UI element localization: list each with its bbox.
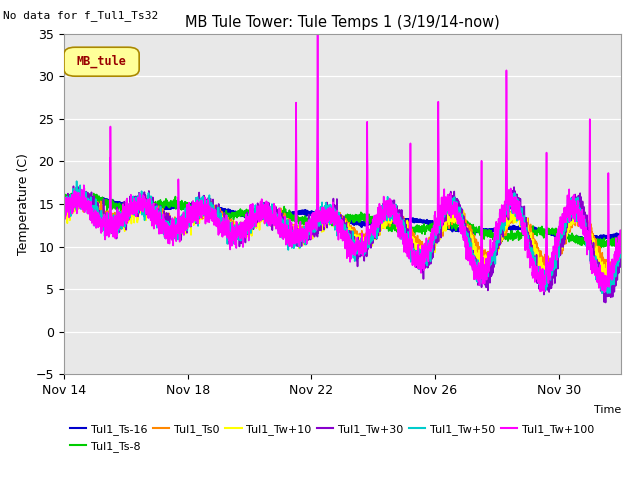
Tul1_Ts0 (157, 209, 164, 215)
Tul1_Ts0 (606, 259, 614, 265)
Tul1_Tw+100 (600, 289, 608, 295)
Tul1_Tw+100 (157, 224, 164, 230)
Text: Time: Time (593, 405, 621, 415)
Tul1_Tw+50 (606, 275, 614, 281)
Tul1_Ts-8 (124, 207, 132, 213)
Line: Tul1_Tw+10: Tul1_Tw+10 (64, 193, 621, 285)
Tul1_Ts0 (617, 256, 625, 262)
Tul1_Tw+100 (314, 30, 321, 36)
Line: Tul1_Tw+100: Tul1_Tw+100 (64, 33, 621, 292)
Tul1_Tw+10 (157, 221, 164, 227)
Tul1_Tw+50 (157, 221, 164, 227)
Tul1_Tw+100 (124, 215, 131, 220)
Tul1_Tw+10 (546, 276, 554, 281)
Tul1_Ts0 (60, 206, 68, 212)
FancyBboxPatch shape (64, 47, 139, 76)
Tul1_Ts0 (274, 217, 282, 223)
Tul1_Ts-16 (157, 208, 164, 214)
Tul1_Tw+50 (73, 179, 81, 184)
Tul1_Ts0 (546, 261, 554, 267)
Tul1_Ts-8 (71, 189, 79, 195)
Tul1_Ts0 (606, 273, 614, 278)
Tul1_Ts-16 (77, 193, 84, 199)
Tul1_Ts-8 (60, 194, 68, 200)
Tul1_Tw+30 (617, 264, 625, 270)
Line: Tul1_Tw+30: Tul1_Tw+30 (64, 186, 621, 302)
Tul1_Tw+30 (606, 284, 614, 290)
Text: MB_tule: MB_tule (77, 55, 127, 68)
Tul1_Tw+10 (604, 282, 611, 288)
Tul1_Tw+10 (60, 200, 68, 206)
Tul1_Tw+30 (70, 183, 77, 189)
Tul1_Tw+10 (82, 191, 90, 196)
Tul1_Ts-8 (617, 237, 625, 242)
Tul1_Tw+50 (617, 247, 625, 252)
Tul1_Ts-8 (274, 211, 282, 216)
Tul1_Tw+50 (274, 224, 282, 229)
Tul1_Ts0 (81, 190, 89, 195)
Tul1_Tw+30 (274, 216, 282, 222)
Tul1_Ts-8 (546, 230, 554, 236)
Tul1_Tw+30 (298, 231, 306, 237)
Tul1_Tw+100 (60, 216, 68, 222)
Tul1_Tw+10 (274, 221, 282, 227)
Title: MB Tule Tower: Tule Temps 1 (3/19/14-now): MB Tule Tower: Tule Temps 1 (3/19/14-now… (185, 15, 500, 30)
Tul1_Ts-8 (589, 246, 596, 252)
Tul1_Ts-16 (579, 238, 586, 244)
Line: Tul1_Ts-8: Tul1_Ts-8 (64, 192, 621, 249)
Y-axis label: Temperature (C): Temperature (C) (17, 153, 30, 255)
Line: Tul1_Ts-16: Tul1_Ts-16 (64, 196, 621, 241)
Tul1_Tw+50 (598, 290, 606, 296)
Tul1_Tw+50 (298, 234, 306, 240)
Tul1_Tw+10 (617, 259, 625, 264)
Tul1_Ts-16 (617, 231, 625, 237)
Tul1_Ts-16 (298, 210, 306, 216)
Tul1_Ts-16 (274, 212, 282, 217)
Tul1_Tw+100 (274, 226, 282, 231)
Tul1_Tw+100 (298, 228, 305, 233)
Tul1_Tw+30 (124, 215, 132, 220)
Tul1_Ts0 (298, 229, 306, 235)
Line: Tul1_Ts0: Tul1_Ts0 (64, 192, 621, 276)
Tul1_Tw+100 (546, 276, 554, 282)
Tul1_Tw+10 (124, 211, 132, 216)
Tul1_Tw+100 (606, 276, 614, 282)
Tul1_Ts-16 (546, 230, 554, 236)
Tul1_Tw+10 (298, 236, 306, 241)
Tul1_Tw+30 (157, 215, 164, 220)
Text: No data for f_Tul1_Ts32: No data for f_Tul1_Ts32 (3, 11, 159, 22)
Tul1_Tw+50 (546, 274, 554, 279)
Legend: Tul1_Ts-16, Tul1_Ts-8, Tul1_Ts0, Tul1_Tw+10, Tul1_Tw+30, Tul1_Tw+50, Tul1_Tw+100: Tul1_Ts-16, Tul1_Ts-8, Tul1_Ts0, Tul1_Tw… (70, 424, 594, 452)
Line: Tul1_Tw+50: Tul1_Tw+50 (64, 181, 621, 293)
Tul1_Ts-8 (157, 202, 164, 207)
Tul1_Ts-16 (124, 202, 132, 207)
Tul1_Ts-16 (606, 236, 614, 241)
Tul1_Tw+30 (60, 200, 68, 206)
Tul1_Ts-8 (298, 219, 306, 225)
Tul1_Tw+10 (606, 277, 614, 283)
Tul1_Tw+50 (60, 200, 68, 206)
Tul1_Tw+50 (124, 209, 132, 215)
Tul1_Tw+30 (546, 277, 554, 283)
Tul1_Ts-8 (606, 237, 614, 243)
Tul1_Tw+100 (617, 242, 625, 248)
Tul1_Ts0 (124, 210, 132, 216)
Tul1_Ts-16 (60, 197, 68, 203)
Tul1_Tw+30 (602, 300, 609, 305)
